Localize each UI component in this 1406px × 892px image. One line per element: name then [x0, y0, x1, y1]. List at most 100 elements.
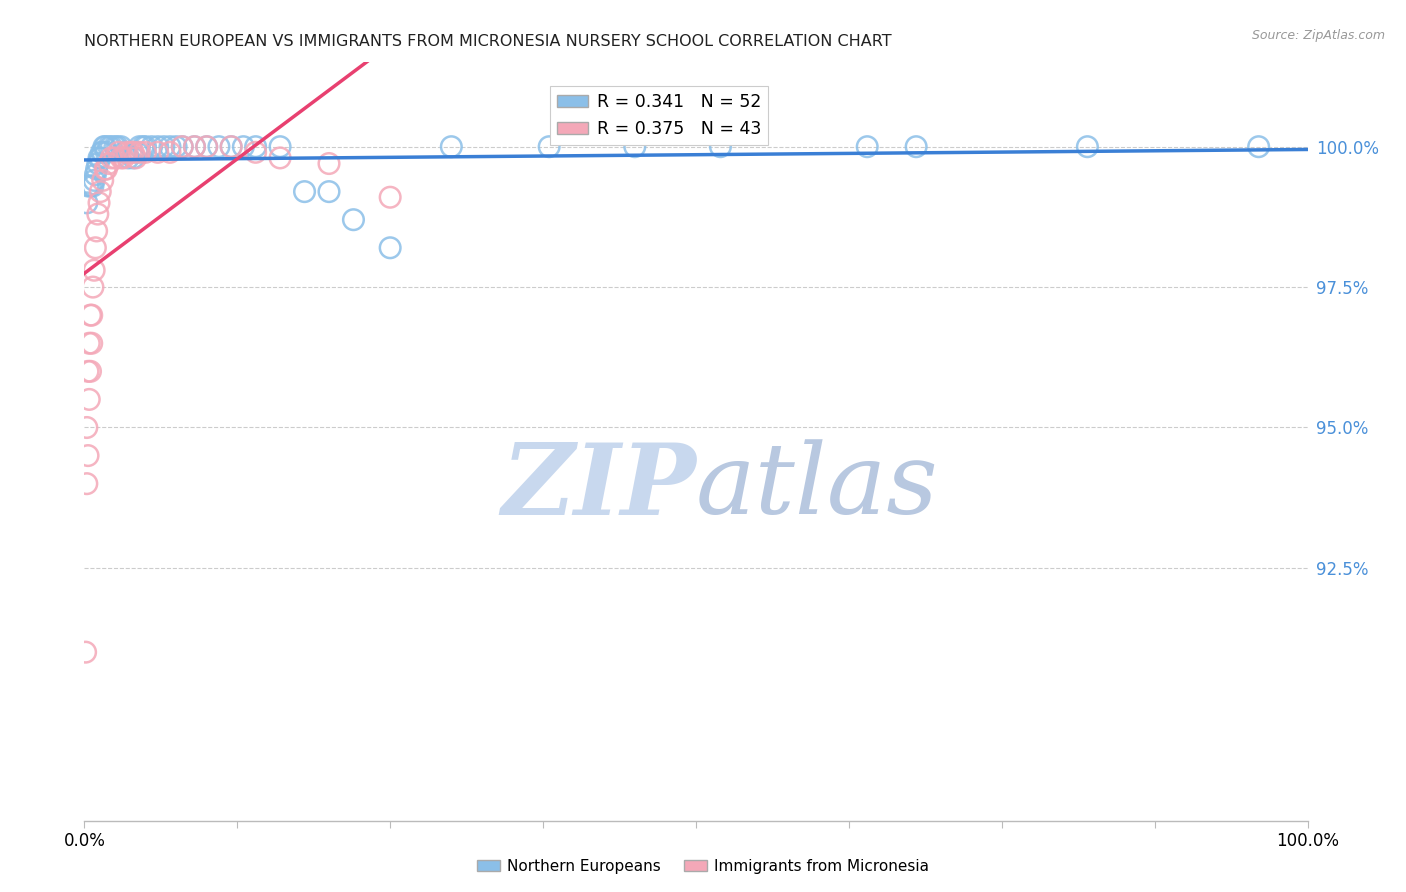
- Point: [132, 139, 155, 153]
- Point: [75, 645, 97, 659]
- Point: [219, 139, 242, 153]
- Text: NORTHERN EUROPEAN VS IMMIGRANTS FROM MICRONESIA NURSERY SCHOOL CORRELATION CHART: NORTHERN EUROPEAN VS IMMIGRANTS FROM MIC…: [84, 34, 891, 49]
- Point: [128, 145, 150, 160]
- Text: ZIP: ZIP: [501, 439, 696, 535]
- Legend: R = 0.341   N = 52, R = 0.375   N = 43: R = 0.341 N = 52, R = 0.375 N = 43: [550, 87, 768, 145]
- Point: [159, 139, 181, 153]
- Point: [79, 364, 101, 378]
- Point: [100, 139, 122, 153]
- Point: [107, 145, 129, 160]
- Point: [117, 151, 139, 165]
- Point: [1076, 139, 1098, 153]
- Point: [440, 139, 463, 153]
- Point: [94, 162, 117, 177]
- Point: [80, 308, 103, 322]
- Point: [380, 241, 402, 255]
- Point: [89, 185, 111, 199]
- Point: [100, 151, 122, 165]
- Point: [79, 179, 101, 194]
- Point: [104, 151, 127, 165]
- Point: [318, 156, 340, 170]
- Point: [318, 185, 340, 199]
- Point: [245, 145, 267, 160]
- Point: [77, 179, 100, 194]
- Point: [128, 139, 150, 153]
- Point: [122, 145, 145, 160]
- Point: [97, 139, 120, 153]
- Point: [77, 364, 100, 378]
- Point: [183, 139, 205, 153]
- Text: atlas: atlas: [696, 440, 939, 534]
- Point: [96, 162, 118, 177]
- Point: [93, 139, 115, 153]
- Point: [208, 139, 231, 153]
- Point: [125, 145, 148, 160]
- Point: [159, 145, 181, 160]
- Point: [84, 168, 107, 182]
- Point: [83, 263, 105, 277]
- Point: [96, 145, 118, 160]
- Point: [125, 151, 148, 165]
- Point: [77, 336, 100, 351]
- Point: [122, 151, 145, 165]
- Point: [76, 476, 98, 491]
- Point: [709, 139, 731, 153]
- Point: [91, 173, 114, 187]
- Point: [110, 139, 132, 153]
- Point: [86, 162, 108, 177]
- Point: [856, 139, 879, 153]
- Point: [82, 179, 104, 194]
- Point: [172, 139, 194, 153]
- Point: [91, 145, 114, 160]
- Legend: Northern Europeans, Immigrants from Micronesia: Northern Europeans, Immigrants from Micr…: [471, 853, 935, 880]
- Point: [76, 195, 98, 210]
- Point: [94, 139, 117, 153]
- Point: [104, 139, 127, 153]
- Point: [624, 139, 647, 153]
- Point: [82, 280, 104, 294]
- Point: [84, 241, 107, 255]
- Point: [90, 145, 112, 160]
- Point: [538, 139, 561, 153]
- Point: [219, 139, 242, 153]
- Point: [115, 145, 138, 160]
- Point: [135, 139, 157, 153]
- Point: [195, 139, 218, 153]
- Point: [87, 207, 110, 221]
- Point: [86, 224, 108, 238]
- Point: [112, 151, 135, 165]
- Point: [380, 190, 402, 204]
- Point: [77, 449, 100, 463]
- Point: [83, 173, 105, 187]
- Point: [269, 139, 291, 153]
- Point: [183, 139, 205, 153]
- Point: [1247, 139, 1270, 153]
- Point: [89, 151, 111, 165]
- Point: [342, 212, 364, 227]
- Point: [114, 145, 136, 160]
- Point: [76, 420, 98, 434]
- Point: [153, 139, 176, 153]
- Point: [294, 185, 316, 199]
- Point: [141, 139, 163, 153]
- Point: [120, 145, 142, 160]
- Point: [105, 139, 128, 153]
- Point: [195, 139, 218, 153]
- Point: [80, 336, 103, 351]
- Point: [146, 145, 169, 160]
- Point: [87, 151, 110, 165]
- Text: Source: ZipAtlas.com: Source: ZipAtlas.com: [1251, 29, 1385, 42]
- Point: [77, 392, 100, 407]
- Point: [172, 139, 194, 153]
- Point: [110, 151, 132, 165]
- Point: [79, 308, 101, 322]
- Point: [87, 156, 110, 170]
- Point: [165, 139, 187, 153]
- Point: [269, 151, 291, 165]
- Point: [87, 195, 110, 210]
- Point: [135, 145, 157, 160]
- Point: [905, 139, 928, 153]
- Point: [97, 156, 120, 170]
- Point: [232, 139, 254, 153]
- Point: [245, 139, 267, 153]
